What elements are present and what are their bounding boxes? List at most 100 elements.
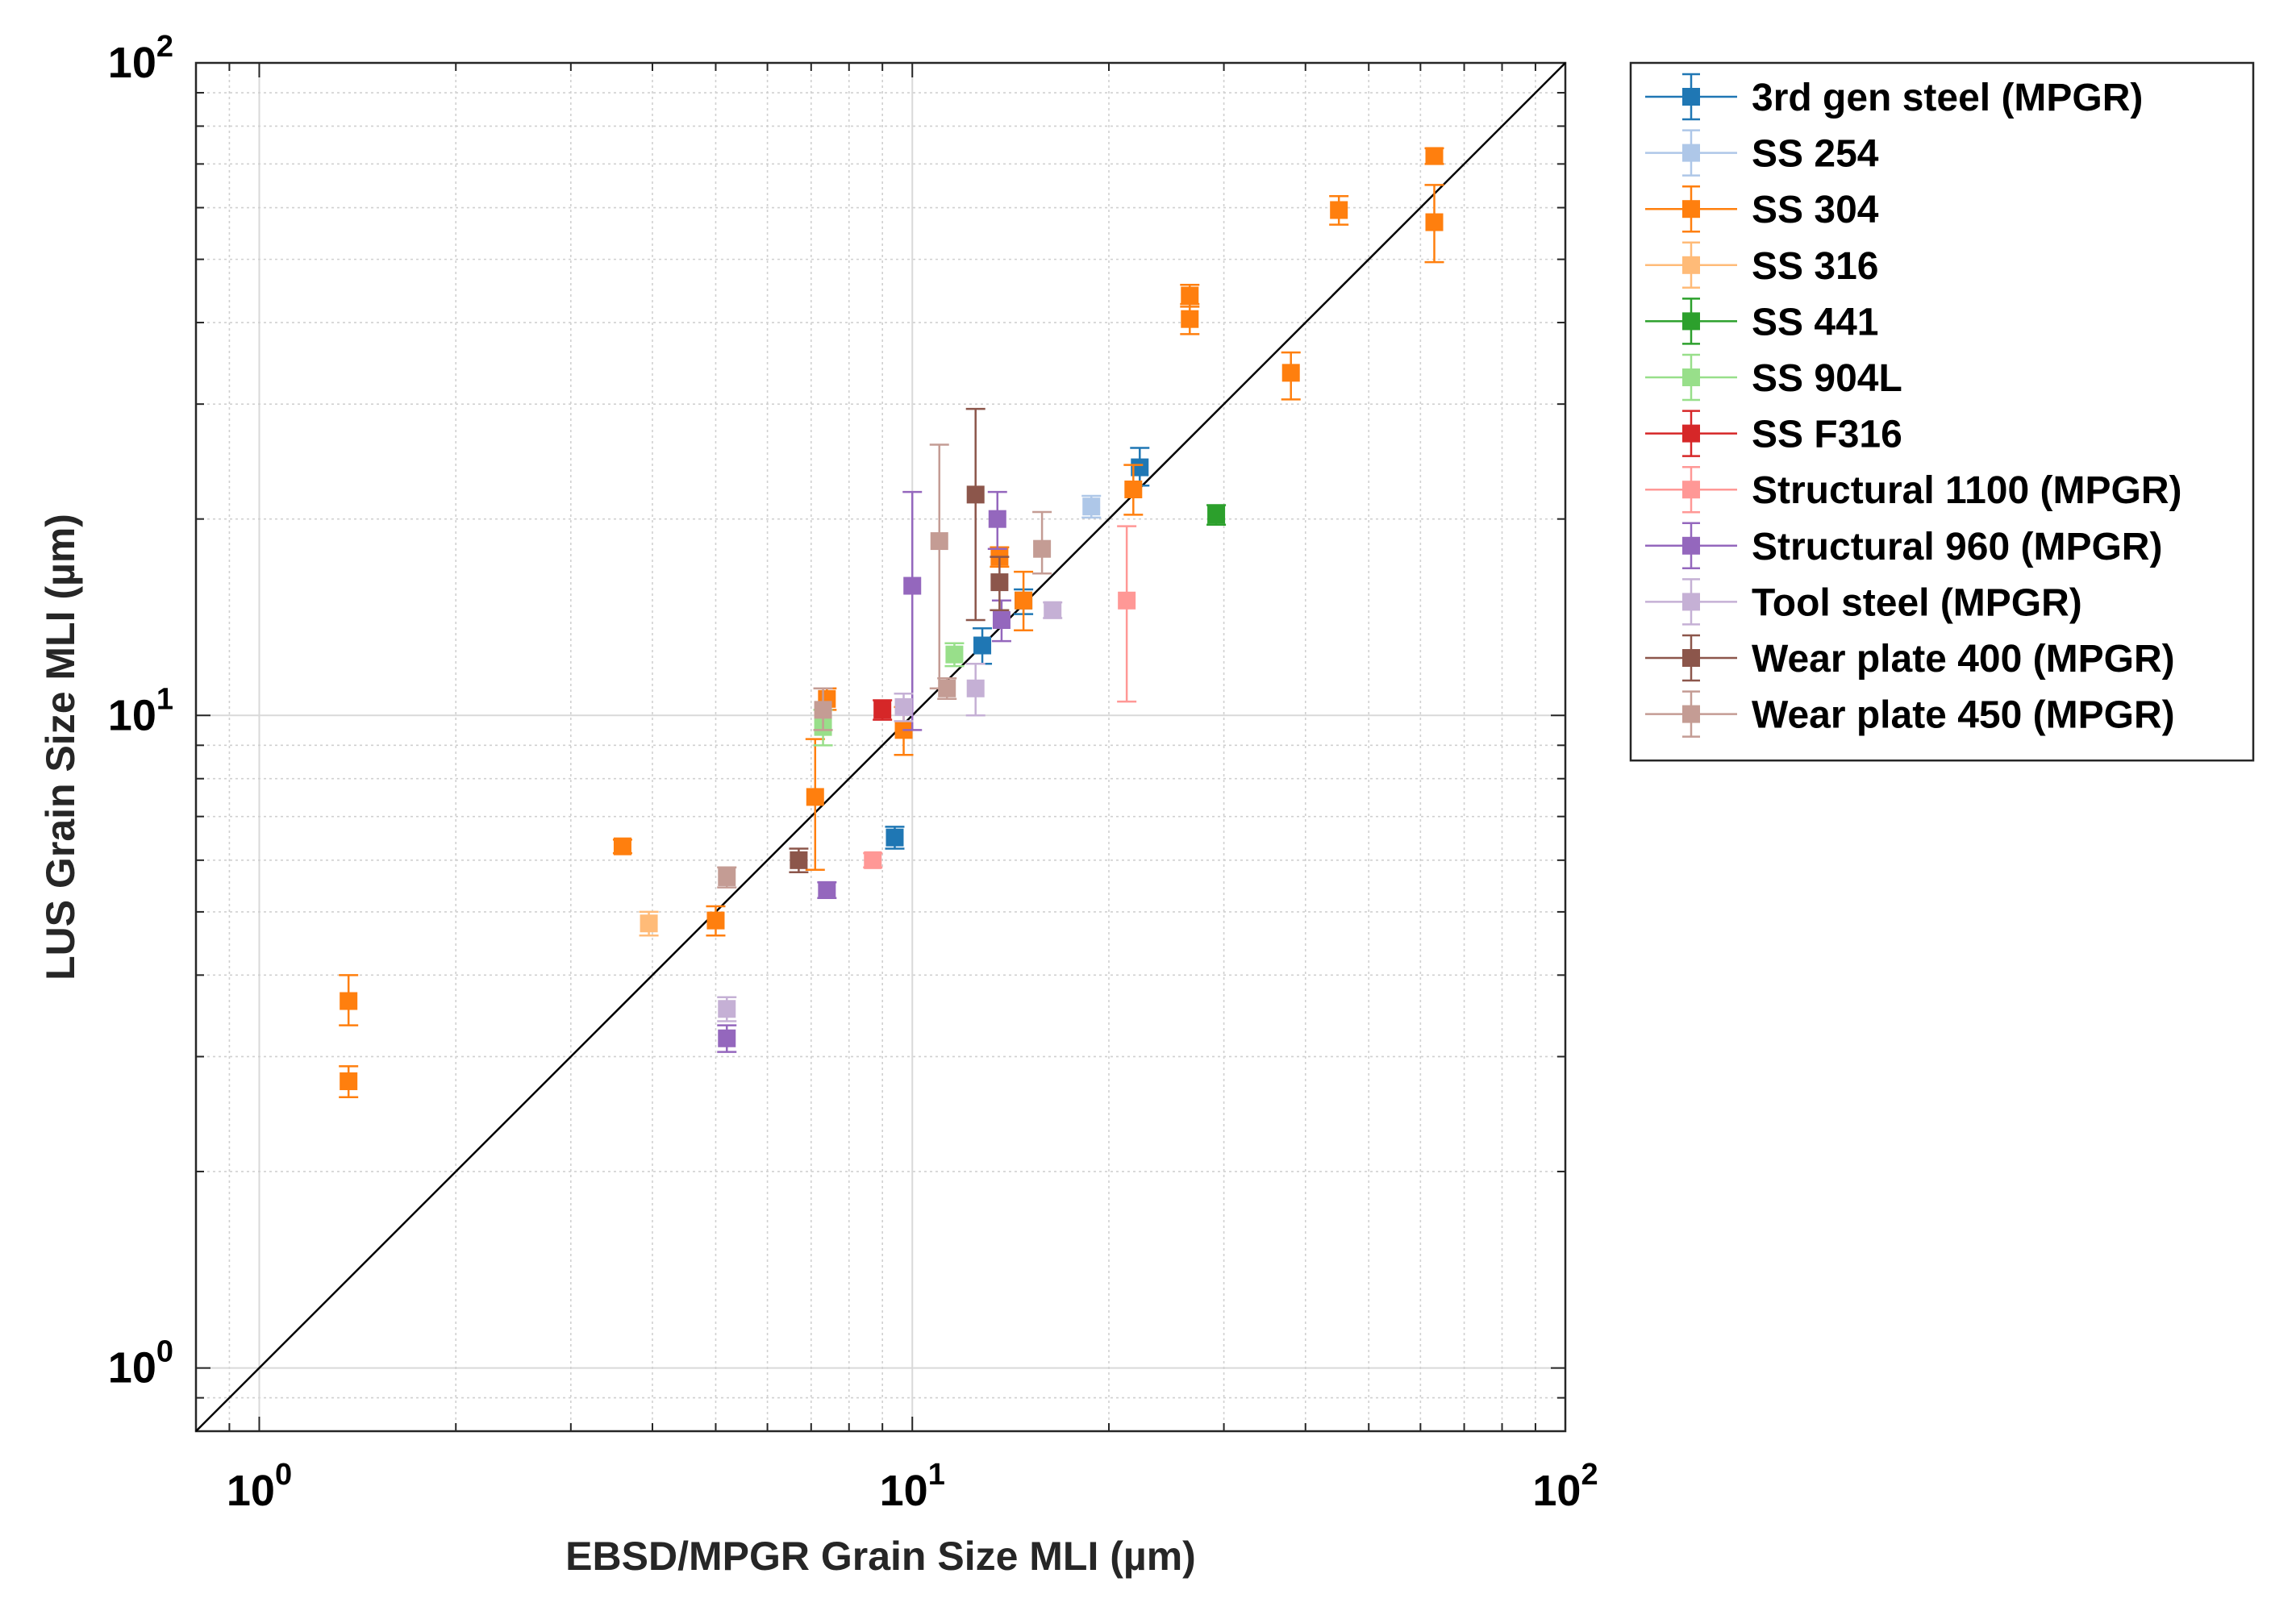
data-point bbox=[1131, 458, 1149, 477]
data-point bbox=[1015, 591, 1033, 610]
data-point bbox=[806, 788, 824, 806]
data-point bbox=[340, 1072, 358, 1091]
legend-marker bbox=[1682, 144, 1700, 162]
data-point bbox=[718, 868, 736, 886]
legend-box bbox=[1629, 61, 2255, 762]
data-point bbox=[1033, 539, 1052, 558]
reference-line-group bbox=[195, 62, 1566, 1432]
series-group bbox=[1206, 504, 1227, 527]
data-point bbox=[988, 510, 1006, 528]
data-point bbox=[706, 911, 725, 930]
y-axis-title: LUS Grain Size MLI (µm) bbox=[38, 514, 83, 980]
legend-label: 3rd gen steel (MPGR) bbox=[1752, 77, 2143, 119]
series-group bbox=[1081, 494, 1102, 519]
series-group bbox=[873, 699, 893, 721]
x-tick-label-exponent: 2 bbox=[1581, 1458, 1598, 1492]
data-point bbox=[340, 992, 358, 1010]
y-tick-label-base: 10 bbox=[108, 691, 156, 739]
data-point bbox=[790, 851, 808, 869]
legend-marker bbox=[1682, 256, 1700, 274]
legend-label: Tool steel (MPGR) bbox=[1752, 581, 2082, 624]
series-group bbox=[863, 525, 1137, 869]
data-point bbox=[930, 532, 948, 551]
legend-label: SS 441 bbox=[1752, 301, 1878, 343]
data-point bbox=[945, 645, 964, 664]
series-group bbox=[717, 601, 1063, 1022]
legend-label: Wear plate 400 (MPGR) bbox=[1752, 638, 2175, 681]
x-tick-label-base: 10 bbox=[880, 1467, 928, 1515]
y-tick-label-base: 10 bbox=[108, 1344, 156, 1392]
plot-area-border bbox=[194, 61, 1567, 1433]
data-point bbox=[885, 828, 904, 847]
grid bbox=[195, 63, 1565, 1432]
legend: 3rd gen steel (MPGR) SS 254 SS 304 SS 316 SS… bbox=[1629, 61, 2255, 762]
x-tick-label-exponent: 0 bbox=[275, 1458, 292, 1492]
legend-marker bbox=[1682, 200, 1700, 219]
y-tick-label-exponent: 0 bbox=[156, 1335, 173, 1369]
data-point bbox=[990, 573, 1009, 592]
data-point bbox=[903, 577, 922, 595]
x-tick-label: 102 bbox=[1532, 1458, 1598, 1515]
data-point bbox=[1330, 201, 1348, 219]
legend-label: SS 304 bbox=[1752, 189, 1879, 231]
series-group bbox=[717, 490, 1011, 1053]
x-tick-label-base: 10 bbox=[227, 1467, 275, 1515]
data-point bbox=[1118, 591, 1136, 610]
legend-label: SS 316 bbox=[1752, 245, 1878, 288]
identity-line bbox=[195, 62, 1566, 1432]
data-point bbox=[1082, 497, 1101, 516]
data-point bbox=[818, 880, 836, 899]
y-tick-label: 101 bbox=[108, 682, 173, 739]
y-tick-label-exponent: 2 bbox=[156, 30, 173, 64]
y-tick-label: 100 bbox=[108, 1335, 173, 1392]
data-point bbox=[894, 697, 913, 716]
legend-label: SS 254 bbox=[1752, 133, 1879, 176]
legend-marker bbox=[1682, 481, 1700, 499]
y-tick-label-base: 10 bbox=[108, 39, 156, 87]
data-point bbox=[1425, 147, 1444, 165]
legend-marker bbox=[1682, 536, 1700, 555]
legend-marker bbox=[1682, 593, 1700, 611]
data-point bbox=[1181, 310, 1199, 328]
data-point bbox=[613, 837, 631, 855]
y-tick-label-exponent: 1 bbox=[156, 682, 173, 716]
legend-marker bbox=[1682, 424, 1700, 443]
data-point bbox=[718, 1000, 736, 1018]
axis-ticks bbox=[195, 63, 1565, 1432]
data-point bbox=[973, 636, 992, 655]
x-tick-label-base: 10 bbox=[1532, 1467, 1581, 1515]
legend-marker bbox=[1682, 312, 1700, 331]
legend-marker bbox=[1682, 705, 1700, 723]
x-tick-label: 100 bbox=[227, 1458, 292, 1515]
data-point bbox=[1181, 286, 1199, 305]
data-point bbox=[1281, 364, 1300, 382]
legend-marker bbox=[1682, 649, 1700, 667]
x-tick-label: 101 bbox=[880, 1458, 945, 1515]
data-point bbox=[1207, 506, 1226, 524]
series-group bbox=[717, 443, 1052, 889]
data-point bbox=[992, 611, 1010, 630]
series-group bbox=[789, 407, 1010, 874]
legend-label: Wear plate 450 (MPGR) bbox=[1752, 694, 2175, 737]
data-point bbox=[1124, 480, 1143, 498]
axes-frame bbox=[194, 61, 1567, 1433]
data-point bbox=[1044, 601, 1062, 619]
data-point bbox=[966, 485, 985, 504]
legend-marker bbox=[1682, 88, 1700, 106]
data-series bbox=[339, 147, 1444, 1098]
legend-label: SS 904L bbox=[1752, 357, 1902, 400]
legend-marker bbox=[1682, 368, 1700, 386]
y-tick-label: 102 bbox=[108, 30, 173, 87]
legend-label: Structural 960 (MPGR) bbox=[1752, 526, 2162, 568]
x-axis-title: EBSD/MPGR Grain Size MLI (µm) bbox=[565, 1534, 1196, 1579]
x-tick-label-exponent: 1 bbox=[928, 1458, 945, 1492]
data-point bbox=[966, 679, 985, 697]
data-point bbox=[938, 679, 956, 697]
data-point bbox=[718, 1029, 736, 1047]
data-point bbox=[873, 701, 892, 719]
data-point bbox=[864, 851, 882, 869]
data-point bbox=[814, 701, 832, 719]
legend-label: Structural 1100 (MPGR) bbox=[1752, 469, 2181, 512]
